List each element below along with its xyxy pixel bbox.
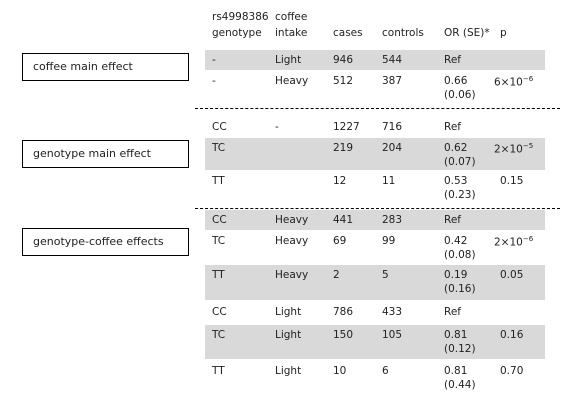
cell-genotype: TC — [212, 142, 226, 154]
row-shade — [205, 50, 545, 70]
cell-intake: Light — [275, 54, 302, 66]
cell-cases: 10 — [333, 365, 347, 377]
cell-intake: Heavy — [275, 235, 309, 247]
cell-cases: 441 — [333, 214, 354, 226]
cell-controls: 283 — [382, 214, 403, 226]
cell-cases: 150 — [333, 329, 354, 341]
header-genotype: rs4998386 — [212, 11, 269, 23]
row-shade — [205, 325, 545, 359]
cell-controls: 544 — [382, 54, 403, 66]
header-intake: coffee — [275, 11, 308, 23]
cell-intake: Heavy — [275, 269, 309, 281]
cell-p: 2×10−6 — [494, 235, 533, 249]
cell-p: 2×10−5 — [494, 142, 533, 156]
cell-or: Ref — [444, 121, 461, 133]
cell-or: 0.62 — [444, 142, 468, 154]
cell-intake: Light — [275, 329, 302, 341]
cell-cases: 512 — [333, 75, 354, 87]
header-cases: cases — [333, 27, 363, 39]
cell-genotype: CC — [212, 121, 227, 133]
cell-controls: 5 — [382, 269, 389, 281]
p-exponent: −5 — [522, 142, 534, 150]
cell-genotype: CC — [212, 306, 227, 318]
cell-controls: 716 — [382, 121, 403, 133]
cell-se: (0.07) — [444, 156, 476, 168]
cell-p: 6×10−6 — [494, 75, 533, 89]
header-intake: intake — [275, 27, 308, 39]
cell-p: 0.15 — [500, 175, 524, 187]
cell-genotype: CC — [212, 214, 227, 226]
cell-cases: 2 — [333, 269, 340, 281]
cell-or: 0.42 — [444, 235, 468, 247]
cell-genotype: - — [212, 75, 216, 87]
p-base: 2×10 — [494, 143, 523, 156]
cell-se: (0.06) — [444, 89, 476, 101]
cell-cases: 12 — [333, 175, 347, 187]
header-controls: controls — [382, 27, 424, 39]
cell-cases: 1227 — [333, 121, 360, 133]
cell-controls: 105 — [382, 329, 403, 341]
cell-genotype: TC — [212, 235, 226, 247]
header-genotype: genotype — [212, 27, 262, 39]
cell-controls: 6 — [382, 365, 389, 377]
cell-cases: 946 — [333, 54, 354, 66]
cell-intake: Heavy — [275, 75, 309, 87]
separator — [195, 208, 560, 209]
cell-se: (0.23) — [444, 189, 476, 201]
cell-or: 0.53 — [444, 175, 468, 187]
cell-genotype: TT — [212, 175, 225, 187]
cell-or: Ref — [444, 306, 461, 318]
cell-intake: - — [275, 121, 279, 133]
cell-controls: 204 — [382, 142, 403, 154]
section-label: genotype-coffee effects — [22, 228, 189, 256]
row-shade — [205, 210, 545, 230]
cell-p: 0.70 — [500, 365, 524, 377]
cell-intake: Light — [275, 365, 302, 377]
section-label: coffee main effect — [22, 53, 189, 81]
separator — [195, 108, 560, 109]
cell-genotype: TT — [212, 365, 225, 377]
cell-p: 0.16 — [500, 329, 524, 341]
cell-or: 0.81 — [444, 365, 468, 377]
section-label: genotype main effect — [22, 140, 189, 168]
cell-cases: 219 — [333, 142, 354, 154]
cell-controls: 433 — [382, 306, 403, 318]
p-base: 2×10 — [494, 236, 523, 249]
cell-genotype: - — [212, 54, 216, 66]
cell-p: 0.05 — [500, 269, 524, 281]
cell-intake: Heavy — [275, 214, 309, 226]
cell-or: Ref — [444, 54, 461, 66]
cell-controls: 11 — [382, 175, 396, 187]
header-p: p — [500, 27, 507, 39]
cell-genotype: TT — [212, 269, 225, 281]
header-or: OR (SE)* — [444, 27, 490, 39]
p-base: 6×10 — [494, 76, 523, 89]
cell-or: 0.66 — [444, 75, 468, 87]
cell-se: (0.12) — [444, 343, 476, 355]
cell-or: 0.81 — [444, 329, 468, 341]
cell-or: 0.19 — [444, 269, 468, 281]
cell-se: (0.44) — [444, 379, 476, 391]
p-exponent: −6 — [522, 75, 534, 83]
cell-se: (0.08) — [444, 249, 476, 261]
cell-controls: 99 — [382, 235, 396, 247]
p-exponent: −6 — [522, 235, 534, 243]
row-shade — [205, 265, 545, 300]
cell-cases: 786 — [333, 306, 354, 318]
cell-intake: Light — [275, 306, 302, 318]
cell-or: Ref — [444, 214, 461, 226]
cell-cases: 69 — [333, 235, 347, 247]
row-shade — [205, 138, 545, 170]
cell-genotype: TC — [212, 329, 226, 341]
cell-controls: 387 — [382, 75, 403, 87]
cell-se: (0.16) — [444, 283, 476, 295]
